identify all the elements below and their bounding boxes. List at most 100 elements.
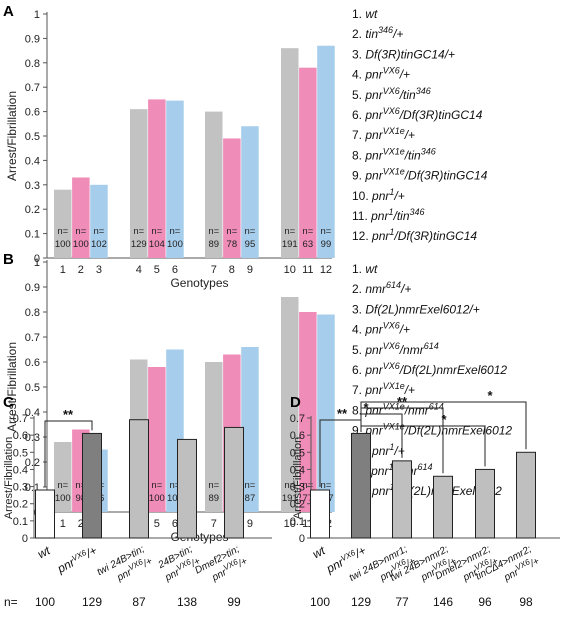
n-count-label: 100 — [149, 493, 165, 504]
significance-bracket — [360, 425, 486, 467]
legend-entry: 11. pnr1/tin346 — [352, 207, 425, 223]
significance-bracket — [360, 407, 444, 474]
legend-allele: 1 — [389, 187, 394, 197]
y-axis-label: Arrest/Fibrillation — [292, 437, 304, 520]
bar — [433, 475, 453, 539]
legend-allele: VX1e — [383, 401, 405, 411]
y-tick-label: 0 — [34, 253, 40, 265]
n-count-label: 87 — [245, 493, 256, 504]
bar — [281, 48, 299, 258]
legend-genotype: tin — [365, 27, 378, 41]
legend-allele: 1 — [389, 442, 394, 452]
y-tick-label: 0.4 — [13, 464, 28, 476]
x-tick-label: 1 — [60, 264, 66, 276]
legend-genotype-suffix: /+ — [404, 128, 415, 142]
y-tick-label: 0.3 — [25, 180, 40, 192]
legend-number: 4. — [352, 323, 365, 337]
legend-genotype-suffix: /+ — [393, 189, 404, 203]
y-tick-label: 0.1 — [25, 229, 40, 241]
significance-bracket — [360, 413, 403, 458]
significance-label: * — [487, 388, 493, 403]
x-tick-label: 9 — [247, 264, 253, 276]
legend-genotype-suffix: /Df(3R)tinGC14 — [393, 229, 477, 243]
panel-c: C 0 0.1 0.2 0.3 0.4 0.5 0.6 0.7 Arrest/Fibrillati… — [3, 394, 272, 609]
legend-allele: VX1e — [383, 167, 405, 177]
legend-genotype: pnr — [364, 383, 383, 397]
legend-entry: 12. pnr1/Df(3R)tinGC14 — [352, 227, 477, 243]
legend-allele: VX6 — [383, 321, 400, 331]
bar — [82, 432, 102, 539]
bar — [516, 451, 536, 539]
y-tick-label: 0.8 — [25, 307, 40, 319]
n-prefix-label: n= — [302, 480, 313, 491]
x-tick-label: 5 — [154, 264, 160, 276]
n-prefix-label: n= — [245, 226, 256, 237]
panel-letter: D — [290, 394, 301, 411]
x-category-label-line2: pnrVX6/+pnr^VX6/+ — [376, 553, 418, 584]
y-tick-label: 0.6 — [290, 430, 305, 442]
bar — [224, 426, 244, 539]
bar — [35, 489, 55, 539]
legend-genotype: Df(2L)nmrExel6012/+ — [365, 302, 479, 316]
x-tick-label: 11 — [302, 264, 313, 276]
legend-number: 7. — [352, 128, 365, 142]
bar — [205, 111, 223, 258]
n-prefix-label: n= — [151, 480, 162, 491]
legend-genotype: pnr — [364, 108, 383, 122]
bar — [223, 138, 241, 258]
y-tick-label: 0.6 — [25, 107, 40, 119]
n-count-label: 105 — [167, 493, 183, 504]
legend-allele: VX1e — [383, 422, 405, 432]
legend-genotype: pnr — [371, 484, 390, 498]
x-tick-label: 12 — [320, 264, 332, 276]
y-tick-label: 0.2 — [25, 457, 40, 469]
y-tick-label: 1 — [34, 257, 40, 269]
bar — [54, 442, 72, 512]
n-prefix-label: n= — [208, 480, 219, 491]
n-count-label: 191 — [282, 493, 298, 504]
panel-letter: C — [3, 394, 14, 411]
legend-genotype: wt — [365, 7, 378, 21]
legend-entry: 4. pnrVX6/+ — [352, 66, 410, 82]
significance-label: ** — [63, 407, 74, 422]
y-tick-label: 0.5 — [13, 447, 28, 459]
legend-entry: 1. wt — [352, 262, 378, 276]
n-count-label: 100 — [55, 239, 71, 250]
legend-number: 12. — [352, 229, 372, 243]
n-count-label: 191 — [282, 239, 298, 250]
n-prefix-label: n= — [226, 226, 237, 237]
legend-allele: 346 — [416, 86, 431, 96]
y-tick-label: 0.8 — [25, 58, 40, 70]
significance-label: * — [441, 412, 447, 427]
n-prefix-label: n= — [75, 226, 86, 237]
legend-entry: 3. Df(2L)nmrExel6012/+ — [352, 302, 480, 316]
y-tick-label: 0.4 — [290, 464, 305, 476]
legend-allele: 1 — [388, 462, 393, 472]
legend-entry: 4. pnrVX6/+ — [352, 321, 410, 337]
legend-genotype: wt — [365, 262, 378, 276]
legend-number: 10. — [352, 189, 372, 203]
legend-entry: 2. nmr614/+ — [352, 280, 411, 296]
legend-genotype: pnr — [364, 88, 383, 102]
y-tick-label: 1 — [34, 9, 40, 21]
x-tick-label: 6 — [172, 264, 178, 276]
n-prefix-label: n= — [284, 226, 295, 237]
y-tick-label: 0 — [299, 533, 305, 545]
n-prefix-label: n= — [245, 480, 256, 491]
y-tick-label: 0 — [22, 533, 28, 545]
legend-entry: 6. pnrVX6/Df(3R)tinGC14 — [352, 106, 483, 122]
x-tick-label: 7 — [211, 264, 217, 276]
n-count-label: 100 — [35, 595, 55, 609]
y-tick-label: 0.3 — [290, 482, 305, 494]
legend-allele: VX6 — [383, 361, 400, 371]
legend-genotype: pnr — [371, 229, 390, 243]
n-prefix-label: n= — [170, 226, 181, 237]
legend-genotype-suffix: /+ — [392, 27, 403, 41]
x-tick-label: 10 — [284, 518, 296, 530]
legend-genotype: pnr — [364, 323, 383, 337]
n-count-label: 100 — [73, 239, 89, 250]
n-count-label: 96 — [478, 595, 492, 609]
n-count-label: 95 — [245, 239, 256, 250]
n-count-label: 129 — [82, 595, 102, 609]
